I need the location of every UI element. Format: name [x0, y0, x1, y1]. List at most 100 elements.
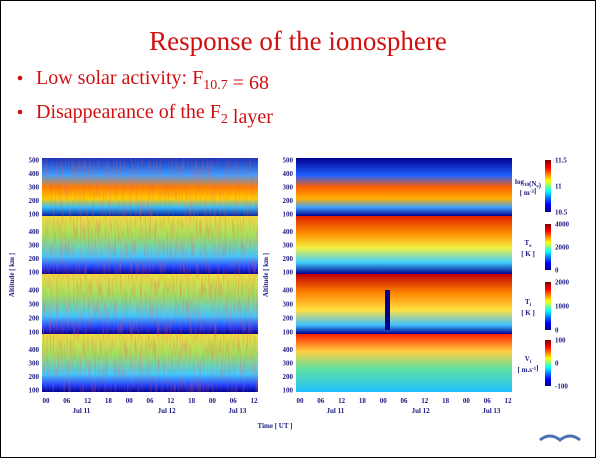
colorbar-tick-label: 10.5	[555, 209, 568, 217]
colorbar	[545, 224, 551, 270]
colorbar-tick-label: 1000	[555, 303, 570, 311]
subscript: 2	[221, 112, 228, 127]
colorbar	[545, 282, 551, 330]
y-tick-label: 300	[283, 301, 294, 309]
x-tick-label: 06	[63, 397, 71, 405]
y-tick-label: 300	[283, 360, 294, 368]
colorbar-tick-label: 0	[555, 327, 559, 335]
colorbar-tick-label: 0	[555, 267, 559, 275]
text-run: [ K ]	[521, 309, 535, 317]
heatmap	[296, 158, 512, 216]
x-tick-label: 12	[505, 397, 513, 405]
x-tick-label: 06	[317, 397, 325, 405]
bullet-dot	[18, 110, 23, 115]
y-tick-label: 200	[283, 315, 294, 323]
x-tick-label: 06	[401, 397, 409, 405]
slide-title: Response of the ionosphere	[149, 26, 447, 56]
y-tick-label: 400	[283, 346, 294, 354]
x-tick-label: 12	[167, 397, 175, 405]
y-axis-label: Altitude [ km ]	[262, 253, 270, 297]
x-tick-label: 00	[463, 397, 471, 405]
heatmap-texture	[42, 158, 258, 392]
y-tick-label: 300	[283, 242, 294, 250]
left-panel	[42, 158, 258, 392]
heatmap	[296, 334, 512, 392]
x-tick-label: 06	[147, 397, 155, 405]
y-axis-label: Altitude [ km ]	[8, 253, 16, 297]
x-tick-label: 12	[421, 397, 429, 405]
heatmap	[296, 216, 512, 274]
y-tick-label: 400	[29, 287, 40, 295]
subscript: 10.7	[203, 78, 228, 93]
x-tick-label: 12	[251, 397, 259, 405]
colorbar	[545, 340, 551, 386]
x-tick-label: 00	[380, 397, 388, 405]
x-tick-label: 00	[209, 397, 217, 405]
y-tick-label: 400	[283, 170, 294, 178]
x-axis-label: Time [ UT ]	[258, 422, 293, 430]
text-run: [ m.s	[518, 366, 533, 374]
x-tick-label: 00	[126, 397, 134, 405]
y-tick-label: 300	[29, 184, 40, 192]
y-tick-label: 100	[283, 387, 294, 395]
y-tick-label: 300	[283, 184, 294, 192]
colorbar-tick-label: 2000	[555, 279, 570, 287]
date-label: Jul 12	[412, 407, 431, 415]
y-tick-label: 100	[283, 211, 294, 219]
colorbar	[545, 160, 551, 212]
y-tick-label: 400	[283, 287, 294, 295]
colorbar-tick-label: 11	[555, 183, 562, 191]
text-run: ]	[534, 187, 536, 195]
y-tick-label: 200	[29, 255, 40, 263]
heatmap-feature	[385, 290, 390, 330]
x-tick-label: 18	[359, 397, 367, 405]
y-tick-label: 200	[29, 197, 40, 205]
colorbar-tick-label: 0	[555, 360, 559, 368]
date-label: Jul 13	[482, 407, 501, 415]
y-tick-label: 100	[283, 329, 294, 337]
text-run: layer	[228, 106, 273, 128]
y-tick-label: 400	[29, 228, 40, 236]
date-label: Jul 12	[158, 407, 177, 415]
x-tick-label: 00	[43, 397, 51, 405]
text-run: ]	[536, 364, 538, 372]
date-label: Jul 13	[228, 407, 247, 415]
heatmap	[296, 274, 512, 334]
y-tick-label: 300	[29, 360, 40, 368]
y-tick-label: 400	[283, 228, 294, 236]
colorbar-tick-label: 4000	[555, 221, 570, 229]
x-tick-label: 12	[84, 397, 92, 405]
y-tick-label: 200	[283, 373, 294, 381]
text-run: Disappearance of the F	[36, 101, 221, 123]
text-run: Low solar activity: F	[36, 67, 203, 89]
x-tick-label: 18	[442, 397, 450, 405]
x-tick-label: 12	[338, 397, 346, 405]
bullet-dot	[18, 76, 23, 81]
y-tick-label: 200	[29, 315, 40, 323]
y-tick-label: 400	[29, 170, 40, 178]
text-run: [ K ]	[521, 250, 535, 258]
colorbar-tick-label: -100	[555, 383, 568, 391]
y-tick-label: 100	[29, 329, 40, 337]
y-tick-label: 200	[29, 373, 40, 381]
x-tick-label: 18	[188, 397, 196, 405]
y-tick-label: 300	[29, 301, 40, 309]
y-tick-label: 100	[29, 211, 40, 219]
colorbar-unit: [ K ]	[521, 309, 535, 317]
date-label: Jul 11	[73, 407, 91, 415]
x-tick-label: 06	[230, 397, 238, 405]
y-tick-label: 100	[283, 269, 294, 277]
x-tick-label: 18	[105, 397, 113, 405]
y-tick-label: 200	[283, 255, 294, 263]
text-run: = 68	[228, 72, 269, 94]
y-tick-label: 500	[29, 157, 40, 165]
slide: Response of the ionosphere Low solar act…	[0, 0, 596, 458]
y-tick-label: 500	[283, 157, 294, 165]
right-panel	[296, 158, 512, 392]
y-tick-label: 400	[29, 346, 40, 354]
y-tick-label: 200	[283, 197, 294, 205]
date-label: Jul 11	[327, 407, 345, 415]
colorbar-tick-label: 100	[555, 337, 566, 345]
y-tick-label: 100	[29, 269, 40, 277]
colorbar-tick-label: 2000	[555, 244, 570, 252]
